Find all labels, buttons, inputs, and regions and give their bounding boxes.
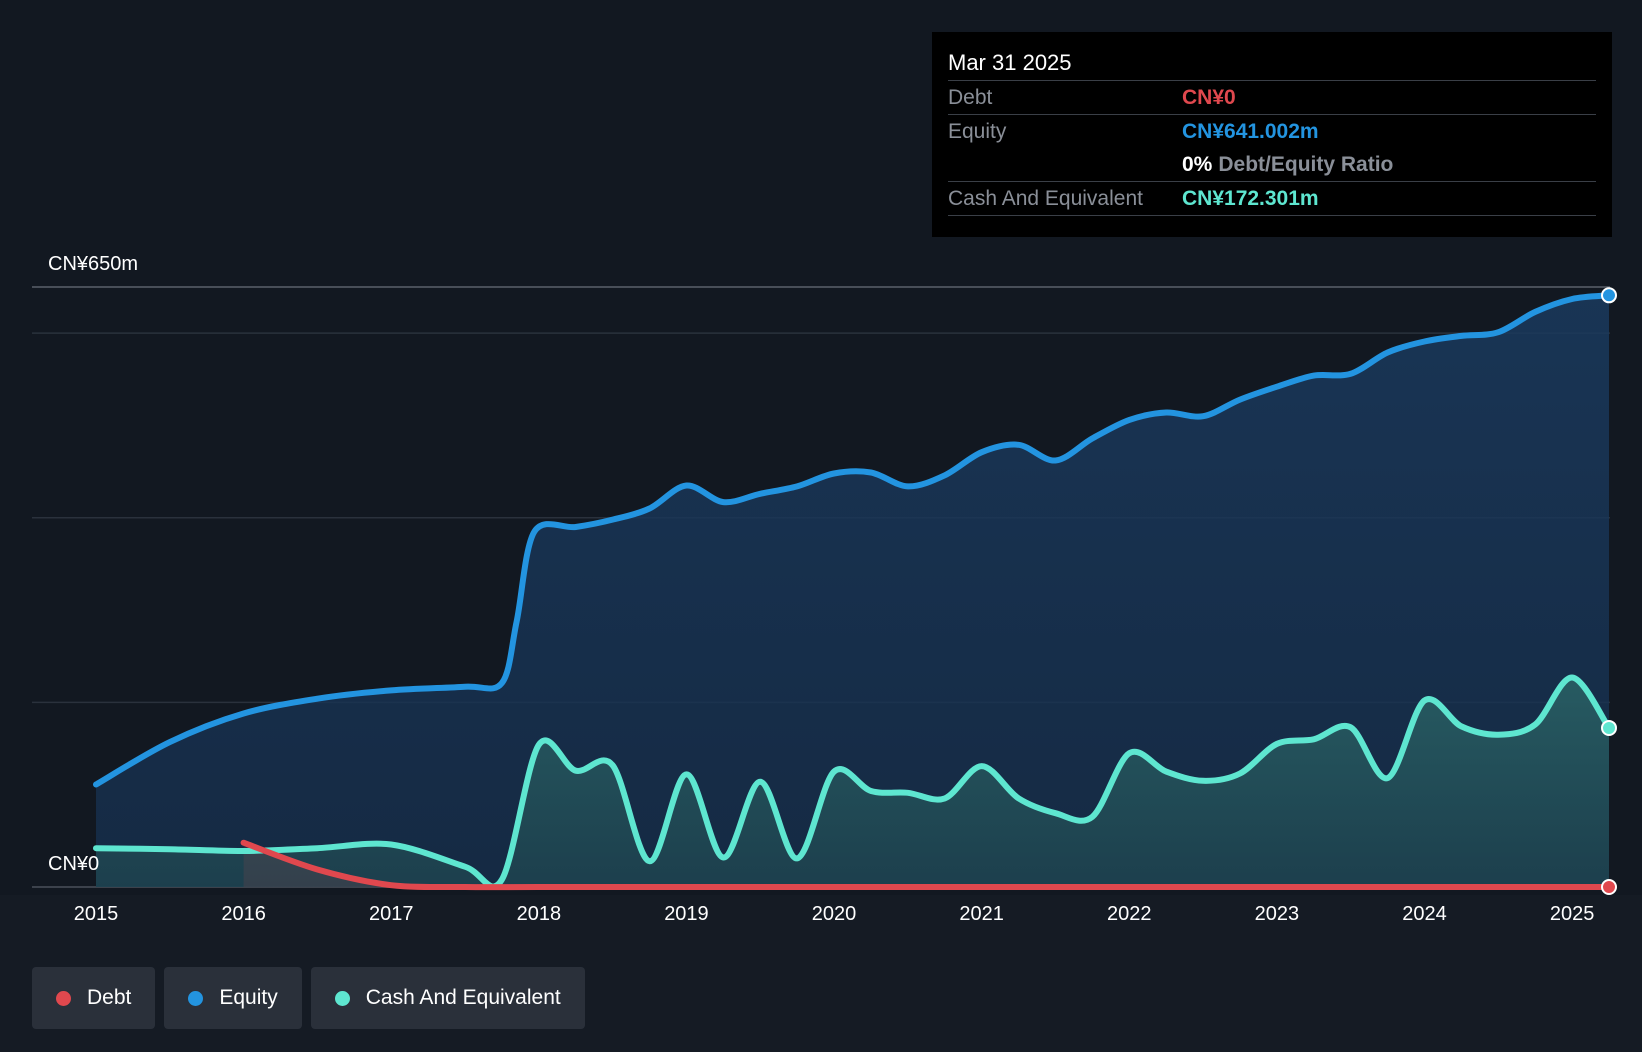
x-tick-2023: 2023 — [1255, 903, 1300, 925]
tooltip-ratio-row: 0% Debt/Equity Ratio — [948, 148, 1596, 181]
x-tick-2022: 2022 — [1107, 903, 1152, 925]
tooltip-ratio-value: 0% — [1182, 153, 1213, 176]
cash-area — [96, 677, 1609, 887]
legend-equity-label: Equity — [219, 986, 278, 1009]
legend-equity-dot — [188, 990, 204, 1006]
tooltip-equity-label: Equity — [948, 120, 1007, 143]
x-tick-2018: 2018 — [517, 903, 562, 925]
debt-end-marker — [1601, 879, 1617, 895]
tooltip-equity-row: Equity CN¥641.002m — [948, 114, 1596, 148]
tooltip: Mar 31 2025 Debt CN¥0 Equity CN¥641.002m… — [932, 32, 1612, 237]
x-tick-2024: 2024 — [1402, 903, 1447, 925]
tooltip-ratio: 0% Debt/Equity Ratio — [1182, 148, 1393, 181]
legend-cash-label: Cash And Equivalent — [365, 986, 561, 1009]
legend-equity[interactable]: Equity — [164, 967, 302, 1029]
y-axis-bottom-label: CN¥0 — [48, 853, 99, 875]
legend-debt-label: Debt — [87, 986, 132, 1009]
x-tick-2015: 2015 — [74, 903, 119, 925]
y-axis-top-label: CN¥650m — [48, 253, 138, 275]
tooltip-ratio-spacer — [948, 148, 1182, 181]
tooltip-ratio-label: Debt/Equity Ratio — [1218, 153, 1394, 176]
legend-debt[interactable]: Debt — [32, 967, 156, 1029]
legend-debt-dot — [56, 990, 71, 1006]
x-tick-2017: 2017 — [369, 903, 414, 925]
legend: Debt Equity Cash And Equivalent — [32, 967, 585, 1029]
tooltip-cash-value: CN¥172.301m — [1182, 187, 1319, 210]
legend-cash[interactable]: Cash And Equivalent — [310, 967, 585, 1029]
equity-end-marker — [1601, 287, 1617, 304]
tooltip-equity-value: CN¥641.002m — [1182, 120, 1319, 143]
x-tick-2021: 2021 — [959, 903, 1004, 925]
legend-cash-dot — [334, 990, 350, 1006]
equity-line — [93, 292, 1612, 788]
equity-area — [96, 295, 1609, 887]
tooltip-cash-label: Cash And Equivalent — [948, 187, 1143, 210]
tooltip-debt-row: Debt CN¥0 — [948, 80, 1596, 114]
tooltip-debt-value: CN¥0 — [1182, 86, 1236, 109]
cash-end-marker — [1601, 719, 1617, 736]
tooltip-debt-label: Debt — [948, 86, 993, 109]
x-tick-2025: 2025 — [1550, 903, 1595, 925]
tooltip-cash-row: Cash And Equivalent CN¥172.301m — [948, 181, 1596, 216]
x-tick-2016: 2016 — [221, 903, 266, 925]
tooltip-date: Mar 31 2025 — [948, 50, 1072, 75]
x-tick-2019: 2019 — [664, 903, 709, 925]
debt-line — [240, 839, 1612, 891]
cash-line — [93, 674, 1612, 890]
x-tick-2020: 2020 — [812, 903, 857, 925]
